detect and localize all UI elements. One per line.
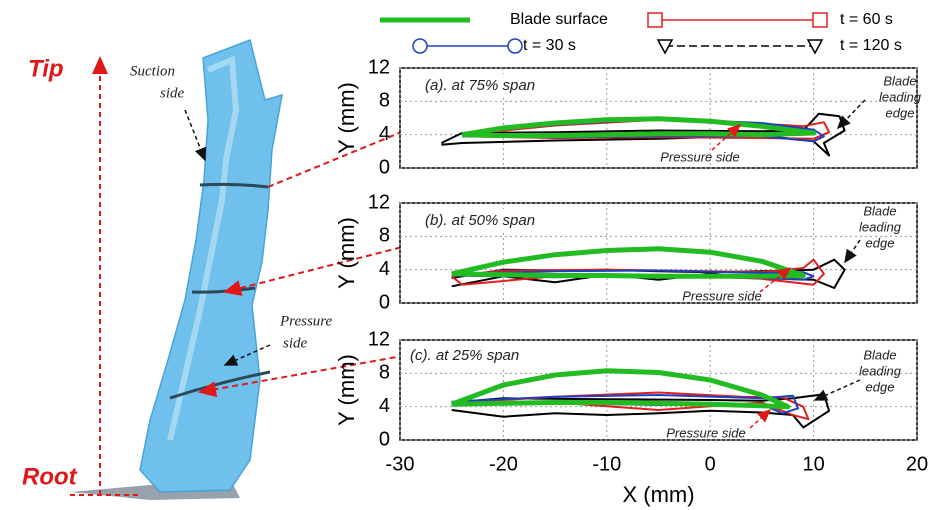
pressure-label: side: [283, 335, 308, 351]
side-label: Pressure side: [666, 425, 745, 440]
y-tick-label: 4: [379, 123, 390, 145]
legend-marker: [656, 39, 674, 55]
suction-label: side: [160, 85, 185, 101]
annotation-box: [419, 209, 569, 233]
legend-marker: [507, 38, 523, 54]
span-annotation: (b). at 50% span: [425, 212, 535, 229]
legend-label: t = 30 s: [523, 37, 576, 54]
y-tick-label: 0: [379, 156, 390, 178]
x-tick-label: -20: [489, 453, 518, 475]
side-arrow: [749, 408, 772, 429]
series-line: [451, 391, 810, 421]
y-tick-label: 8: [379, 225, 390, 247]
y-tick-label: 12: [368, 328, 390, 350]
y-axis-label: Y (mm): [334, 354, 359, 426]
span-annotation: (c). at 25% span: [410, 347, 519, 364]
edge-arrow: [813, 379, 861, 401]
edge-label: leading: [859, 363, 902, 378]
edge-label: leading: [859, 219, 902, 234]
y-tick-label: 12: [368, 56, 390, 78]
pressure-label: Pressure: [279, 313, 333, 329]
legend-item: Blade surface: [380, 11, 608, 28]
blade-illustration: Tip Root Suction side Pressure side: [22, 38, 457, 500]
x-axis-label: X (mm): [622, 482, 694, 507]
annotation-box: [419, 74, 569, 98]
series-line: [451, 393, 831, 429]
y-axis-label: Y (mm): [334, 82, 359, 154]
y-tick-label: 4: [379, 258, 390, 280]
legend-label: t = 60 s: [840, 11, 893, 28]
annotation-box: [404, 344, 554, 368]
x-tick-label: -10: [592, 453, 621, 475]
side-label: Pressure side: [660, 149, 739, 164]
y-tick-label: 4: [379, 395, 390, 417]
edge-label: edge: [886, 105, 915, 120]
y-tick-label: 8: [379, 362, 390, 384]
legend-item: t = 30 s: [412, 37, 576, 54]
series-line: [451, 246, 806, 279]
root-label: Root: [22, 463, 78, 490]
edge-arrow: [844, 239, 861, 264]
series-line: [440, 112, 846, 157]
y-tick-label: 0: [379, 291, 390, 313]
edge-label: leading: [879, 89, 922, 104]
legend-item: t = 60 s: [647, 11, 893, 28]
series-line: [461, 116, 817, 138]
y-axis-label: Y (mm): [334, 217, 359, 289]
y-tick-label: 8: [379, 90, 390, 112]
legend-marker: [647, 12, 663, 28]
tip-label: Tip: [28, 55, 64, 82]
legend-label: Blade surface: [510, 11, 608, 28]
side-label: Pressure side: [682, 288, 761, 303]
edge-label: Blade: [863, 347, 896, 362]
y-tick-label: 0: [379, 428, 390, 450]
span-annotation: (a). at 75% span: [425, 77, 535, 94]
legend-label: t = 120 s: [840, 37, 902, 54]
y-tick-label: 12: [368, 191, 390, 213]
suction-label: Suction: [130, 63, 175, 79]
legend-item: t = 120 s: [656, 37, 902, 55]
x-tick-label: 20: [906, 453, 928, 475]
x-tick-label: 0: [705, 453, 716, 475]
series-line: [450, 368, 791, 410]
edge-label: edge: [866, 379, 895, 394]
legend-marker: [812, 12, 828, 28]
x-tick-label: 10: [802, 453, 824, 475]
edge-label: edge: [866, 235, 895, 250]
legend-marker: [412, 38, 428, 54]
edge-label: Blade: [863, 203, 896, 218]
edge-label: Blade: [883, 73, 916, 88]
legend-marker: [806, 39, 824, 55]
side-arrow: [711, 124, 742, 151]
x-tick-label: -30: [386, 453, 415, 475]
